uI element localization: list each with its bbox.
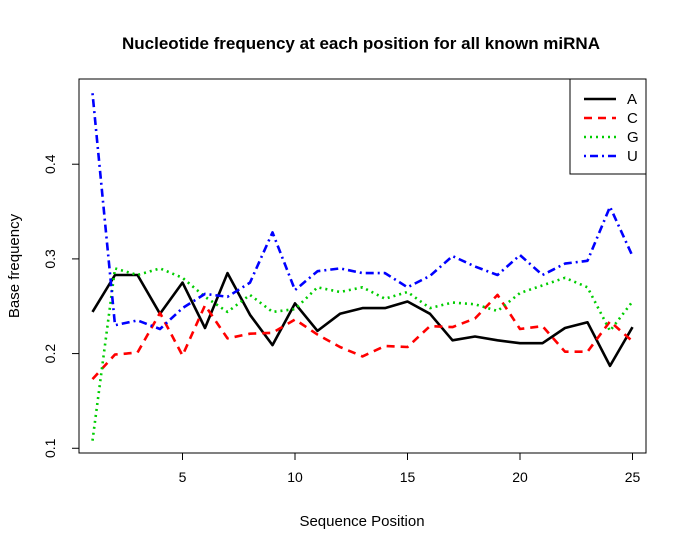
legend-label: U [627, 148, 638, 165]
y-axis-label: Base frequency [6, 213, 23, 318]
y-tick-label: 0.1 [42, 438, 58, 458]
chart-title: Nucleotide frequency at each position fo… [122, 34, 600, 53]
series-line-A [91, 271, 634, 368]
x-axis: 5 10 15 20 25 [179, 452, 641, 485]
legend-label: G [627, 129, 639, 146]
y-tick-label: 0.4 [42, 154, 58, 174]
y-axis: 0.1 0.2 0.3 0.4 [42, 154, 80, 458]
x-axis-label: Sequence Position [299, 513, 424, 530]
series-line-G [91, 267, 634, 441]
legend-label: A [627, 91, 637, 108]
series-layer [91, 93, 634, 441]
plot-frame [78, 78, 647, 454]
legend-box [569, 78, 647, 175]
legend-label: C [627, 110, 638, 127]
x-tick-label: 15 [400, 469, 416, 485]
series-line-C [91, 293, 634, 380]
x-tick-label: 25 [625, 469, 641, 485]
y-tick-label: 0.2 [42, 344, 58, 364]
y-tick-label: 0.3 [42, 249, 58, 269]
x-tick-label: 5 [179, 469, 187, 485]
x-tick-label: 10 [287, 469, 303, 485]
x-tick-label: 20 [512, 469, 528, 485]
